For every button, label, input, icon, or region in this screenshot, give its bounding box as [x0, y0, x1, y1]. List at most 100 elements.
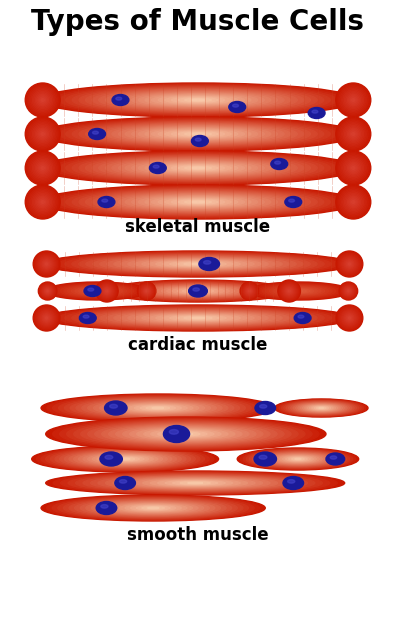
Ellipse shape — [298, 404, 345, 413]
Ellipse shape — [128, 258, 268, 270]
Ellipse shape — [237, 448, 359, 470]
Ellipse shape — [59, 85, 337, 115]
Ellipse shape — [88, 454, 162, 464]
Ellipse shape — [89, 128, 105, 140]
Ellipse shape — [46, 289, 49, 292]
Ellipse shape — [79, 288, 116, 294]
Ellipse shape — [268, 453, 328, 464]
Ellipse shape — [180, 482, 210, 484]
Ellipse shape — [33, 305, 60, 331]
Ellipse shape — [80, 500, 226, 516]
Ellipse shape — [79, 155, 317, 181]
Ellipse shape — [82, 399, 234, 417]
Ellipse shape — [284, 401, 359, 415]
Ellipse shape — [28, 154, 57, 182]
Ellipse shape — [178, 166, 218, 170]
Ellipse shape — [99, 192, 297, 213]
Ellipse shape — [112, 125, 284, 143]
Ellipse shape — [92, 123, 304, 145]
Ellipse shape — [255, 401, 276, 414]
Ellipse shape — [246, 287, 253, 295]
Ellipse shape — [58, 497, 248, 519]
Ellipse shape — [141, 284, 255, 298]
Ellipse shape — [113, 476, 277, 490]
Ellipse shape — [193, 288, 200, 291]
Ellipse shape — [152, 408, 164, 409]
Ellipse shape — [346, 161, 361, 175]
Ellipse shape — [60, 450, 190, 468]
Ellipse shape — [90, 290, 105, 292]
Ellipse shape — [149, 314, 247, 322]
Ellipse shape — [132, 93, 264, 107]
Ellipse shape — [139, 284, 154, 299]
Ellipse shape — [167, 287, 229, 295]
Ellipse shape — [171, 199, 225, 205]
Ellipse shape — [125, 160, 271, 176]
Ellipse shape — [88, 422, 284, 446]
Ellipse shape — [141, 285, 152, 296]
Ellipse shape — [97, 282, 116, 300]
Ellipse shape — [291, 402, 352, 414]
Ellipse shape — [30, 155, 56, 181]
Ellipse shape — [298, 315, 304, 318]
Ellipse shape — [183, 289, 213, 293]
Ellipse shape — [163, 315, 233, 321]
Ellipse shape — [135, 312, 261, 323]
Ellipse shape — [60, 419, 312, 449]
Ellipse shape — [184, 317, 212, 319]
Ellipse shape — [40, 97, 46, 103]
Ellipse shape — [188, 290, 208, 292]
Ellipse shape — [340, 189, 366, 215]
Ellipse shape — [68, 286, 126, 296]
Ellipse shape — [88, 288, 94, 291]
Ellipse shape — [153, 165, 159, 168]
Ellipse shape — [83, 315, 89, 318]
Ellipse shape — [105, 289, 109, 293]
Ellipse shape — [286, 287, 293, 295]
Ellipse shape — [98, 197, 115, 207]
Ellipse shape — [46, 151, 350, 184]
Ellipse shape — [344, 312, 355, 324]
Ellipse shape — [342, 123, 365, 145]
Ellipse shape — [343, 285, 354, 296]
Ellipse shape — [165, 431, 207, 436]
Ellipse shape — [193, 290, 203, 292]
Ellipse shape — [172, 288, 224, 294]
Ellipse shape — [109, 503, 198, 513]
Ellipse shape — [142, 259, 254, 269]
Ellipse shape — [158, 130, 238, 138]
Ellipse shape — [284, 285, 295, 297]
Ellipse shape — [350, 199, 356, 205]
Ellipse shape — [40, 312, 53, 324]
Ellipse shape — [107, 256, 289, 272]
Ellipse shape — [339, 120, 368, 148]
Ellipse shape — [342, 285, 354, 297]
Ellipse shape — [31, 191, 54, 213]
Ellipse shape — [188, 285, 208, 297]
Ellipse shape — [145, 95, 251, 106]
Ellipse shape — [132, 127, 264, 141]
Ellipse shape — [41, 495, 265, 521]
Ellipse shape — [350, 97, 356, 103]
Ellipse shape — [293, 403, 349, 413]
Ellipse shape — [270, 454, 325, 464]
Ellipse shape — [33, 251, 60, 277]
Ellipse shape — [105, 124, 291, 144]
Ellipse shape — [336, 151, 371, 185]
Ellipse shape — [101, 505, 108, 508]
Ellipse shape — [244, 285, 255, 296]
Ellipse shape — [105, 158, 291, 178]
Ellipse shape — [83, 474, 307, 492]
Ellipse shape — [346, 289, 351, 293]
Ellipse shape — [59, 153, 337, 183]
Ellipse shape — [123, 404, 193, 412]
Ellipse shape — [185, 98, 211, 101]
Ellipse shape — [63, 498, 243, 518]
Ellipse shape — [243, 449, 352, 469]
Ellipse shape — [37, 197, 49, 208]
Ellipse shape — [251, 283, 346, 299]
Ellipse shape — [107, 456, 144, 461]
Ellipse shape — [86, 309, 310, 327]
Ellipse shape — [65, 253, 331, 275]
Ellipse shape — [139, 128, 257, 140]
